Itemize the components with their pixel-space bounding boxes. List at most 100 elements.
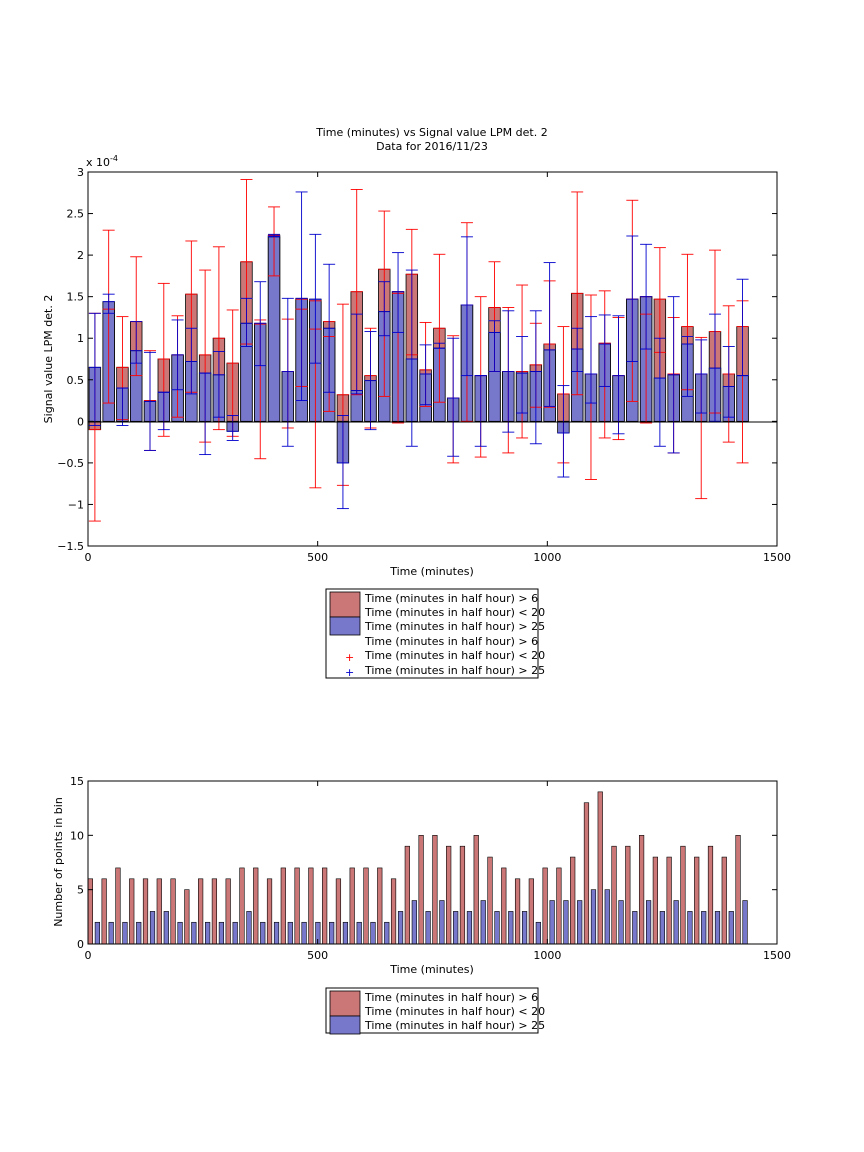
bar [687,911,693,945]
bar [184,889,190,945]
legend-item: Time (minutes in half hour) < 20 [364,606,545,619]
legend-swatch-red [329,990,361,1017]
bar [94,921,100,945]
bar [728,911,734,945]
y-tick-label: 0.5 [67,374,85,387]
bar [446,845,452,945]
bar [432,835,438,945]
bar [149,911,156,945]
bar [673,900,679,945]
bar [742,900,748,945]
bar [542,867,548,945]
bar [425,911,431,945]
bar [177,921,183,945]
legend-item: Time (minutes in half hour) > 6 [364,635,538,648]
bar [280,867,286,945]
bar [556,867,562,945]
bar [459,845,466,945]
legend-box [325,588,539,679]
bar [246,911,252,945]
bar [473,835,479,945]
bar [632,911,638,945]
y-tick-label: −0.5 [57,457,84,470]
bar [136,921,142,945]
bar [397,911,404,945]
bar [418,835,424,945]
x-axis: 0 500 1000 1500 [85,781,791,962]
bar [494,911,500,945]
chart-legend: Time (minutes in half hour) > 6 Time (mi… [325,987,545,1035]
legend-item: Time (minutes in half hour) < 20 [364,649,545,662]
x-tick-label: 500 [307,551,328,564]
y-axis: 0 5 10 15 [70,775,777,951]
bar [308,867,314,945]
bar [335,878,342,945]
bar [163,911,169,945]
y-tick-label: 10 [70,829,84,842]
bar [350,390,363,422]
bar [384,921,390,945]
bar [142,878,149,945]
bar [377,867,383,945]
bar [480,900,486,945]
bar [597,791,603,945]
legend-swatch-blue [329,616,361,636]
bar [618,900,624,945]
legend-item: Time (minutes in half hour) > 6 [364,991,538,1004]
y-tick-label: 3 [77,166,84,179]
x-tick-label: 1000 [533,551,561,564]
count-chart: 0 5 10 15 0 500 1000 1500 Time (minutes) Numbe… [52,775,791,1035]
y-tick-label: 15 [70,775,84,788]
bar [659,911,665,945]
bar [707,845,714,945]
bar [487,856,493,945]
bar [342,921,349,945]
bar [170,878,176,945]
chart-subtitle: Data for 2016/11/23 [376,140,488,153]
bar [611,845,617,945]
bar [508,911,514,945]
bar [87,878,93,945]
x-axis: 0 500 1000 1500 [85,172,791,564]
bar [294,867,300,945]
bar [356,921,362,945]
chart-legend: Time (minutes in half hour) > 6 Time (mi… [325,588,545,679]
bar [577,900,583,945]
bar [680,845,686,945]
legend-item: Time (minutes in half hour) > 25 [364,620,545,633]
bar [232,921,238,945]
bar [694,856,700,945]
bar [411,900,417,945]
bar [604,889,610,945]
bar [329,921,335,945]
bar [218,921,225,945]
y-tick-label: −1.5 [57,540,84,553]
bar [390,878,397,945]
bar [205,921,211,945]
bar [363,867,369,945]
y-tick-label: −1 [68,498,84,511]
bar [191,921,197,945]
y-tick-label: 0 [77,938,84,951]
bar [129,878,135,945]
bar [273,921,280,945]
bar [404,845,410,945]
bar [590,889,597,945]
bar [453,911,459,945]
y-axis-label: Number of points in bin [52,797,65,927]
y-tick-label: 2.5 [67,208,85,221]
legend-item: Time (minutes in half hour) > 6 [364,592,538,605]
bar [570,856,576,945]
x-axis-label: Time (minutes) [389,565,474,578]
legend-swatch-red [329,591,361,618]
bar [535,921,541,945]
bar [211,878,218,945]
bar [287,921,293,945]
bar [108,921,114,945]
bar [349,867,355,945]
bar [645,900,652,945]
signal-chart: Time (minutes) vs Signal value LPM det. … [42,126,791,679]
bar [101,878,107,945]
bar [501,867,507,945]
